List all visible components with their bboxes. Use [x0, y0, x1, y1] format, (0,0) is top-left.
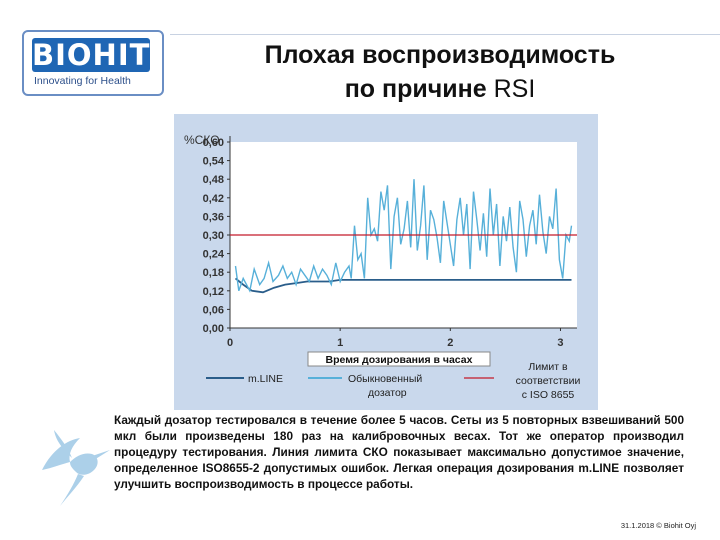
- y-tick-label: 0,06: [203, 304, 224, 316]
- legend-mline-label: m.LINE: [248, 373, 283, 385]
- logo-tagline: Innovating for Health: [34, 75, 131, 87]
- y-tick-label: 0,60: [203, 137, 224, 149]
- legend-limit-label-1: Лимит в: [528, 361, 568, 373]
- slide-title: Плохая воспроизводимость по причине RSI: [165, 38, 715, 106]
- title-line-1: Плохая воспроизводимость: [264, 41, 616, 69]
- chart-panel: 0,60 0,54 0,48 0,42 0,36 0,30 0,24 0,18 0,12 0,06…: [174, 114, 598, 410]
- x-axis-label: Время дозирования в часах: [326, 354, 473, 366]
- y-tick-label: 0,36: [203, 211, 224, 223]
- legend-limit-label-3: с ISO 8655: [522, 389, 575, 401]
- rsi-chart: 0,60 0,54 0,48 0,42 0,36 0,30 0,24 0,18 0,12 0,06…: [184, 133, 581, 401]
- hummingbird-icon: [42, 430, 110, 506]
- y-tick-label: 0,48: [203, 174, 224, 186]
- description-text: Каждый дозатор тестировался в течение бо…: [114, 413, 684, 491]
- x-tick-label: 2: [447, 337, 453, 349]
- title-line-2-regular: RSI: [493, 75, 536, 103]
- y-tick-label: 0,30: [203, 230, 224, 242]
- biohit-logo: BIOHIT Innovating for Health: [22, 30, 164, 96]
- footer-date: 31.1.2018 © Biohit Oyj: [620, 521, 696, 530]
- y-tick-label: 0,12: [203, 286, 224, 298]
- title-line-2: по причине RSI: [165, 72, 715, 106]
- series-mline: [234, 277, 572, 294]
- y-axis-label: %СКО: [184, 133, 220, 147]
- legend-standard-label-1: Обыкновенный: [348, 373, 422, 385]
- logo-wordmark: BIOHIT: [32, 38, 151, 72]
- x-tick-label: 3: [557, 337, 563, 349]
- y-tick-label: 0,42: [203, 193, 224, 205]
- x-tick-label: 0: [227, 337, 233, 349]
- series-standard-pipette: [234, 179, 573, 293]
- legend-standard-label-2: дозатор: [368, 387, 407, 399]
- x-tick-label: 1: [337, 337, 343, 349]
- y-tick-label: 0,54: [203, 156, 225, 168]
- x-axis-label-box: [307, 351, 491, 367]
- y-tick-label: 0,24: [203, 249, 225, 261]
- header-divider: [170, 34, 720, 35]
- y-tick-label: 0,00: [203, 323, 224, 335]
- legend-limit-label-2: соответствии: [516, 375, 581, 387]
- y-tick-label: 0,18: [203, 267, 224, 279]
- title-line-2-bold: по причине: [344, 75, 494, 103]
